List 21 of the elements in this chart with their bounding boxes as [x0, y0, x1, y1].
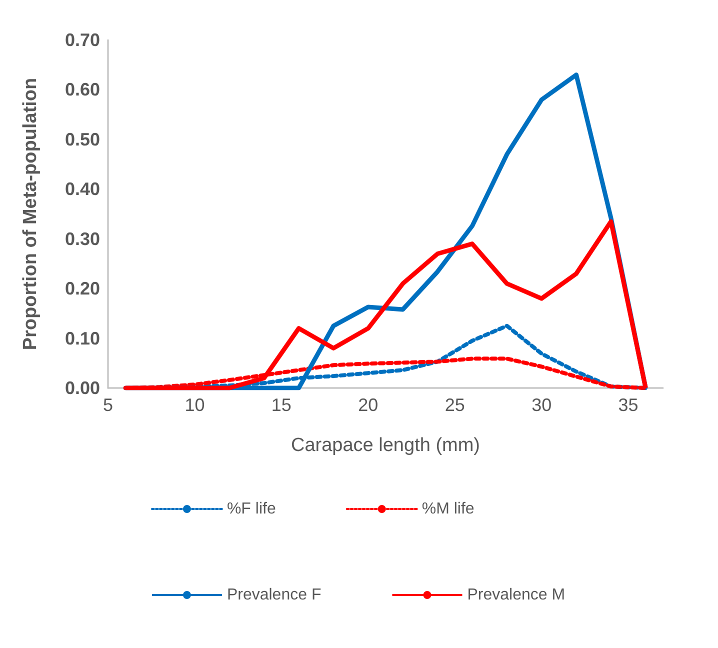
x-tick-label: 10	[184, 395, 205, 415]
x-tick-label: 20	[358, 395, 378, 415]
y-tick-label: 0.20	[64, 278, 100, 299]
x-tick-label: 5	[102, 395, 114, 415]
y-tick-label: 0.00	[64, 378, 100, 398]
y-axis-title: Proportion of Meta-population	[20, 78, 41, 350]
y-tick-label: 0.60	[64, 80, 100, 100]
legend-label: Prevalence F	[226, 586, 322, 604]
legend-label: %F life	[226, 500, 276, 518]
y-tick-label: 0.10	[64, 328, 100, 348]
x-tick-label: 30	[532, 395, 552, 415]
legend-label: %M life	[422, 500, 474, 518]
x-axis-title: Carapace length (mm)	[290, 435, 480, 456]
y-tick-label: 0.40	[64, 179, 100, 200]
x-tick-label: 35	[618, 395, 638, 415]
x-tick-label: 15	[271, 395, 292, 415]
y-tick-label: 0.50	[64, 129, 100, 150]
x-tick-label: 25	[444, 395, 465, 415]
legend-label: Prevalence M	[467, 586, 566, 604]
y-tick-label: 0.30	[64, 228, 100, 249]
y-tick-label: 0.70	[64, 30, 100, 50]
